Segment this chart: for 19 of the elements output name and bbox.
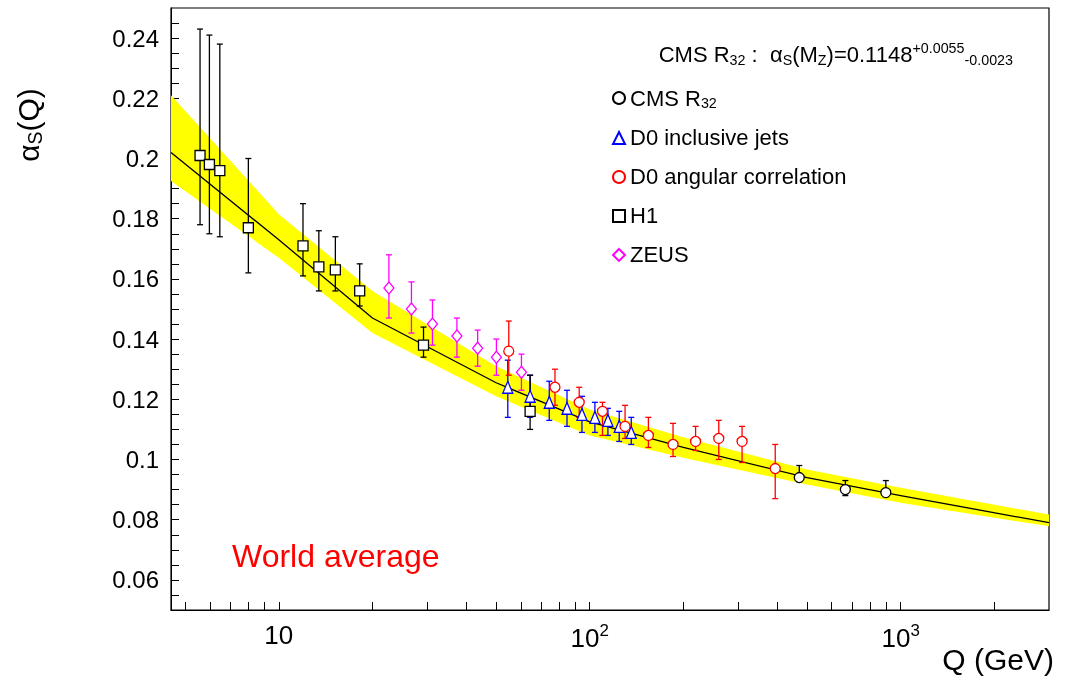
annotation: World average	[232, 538, 440, 574]
y-tick-label: 0.18	[112, 205, 159, 233]
legend-label: CMS R32	[630, 85, 717, 111]
x-axis-title: Q (GeV)	[942, 642, 1055, 676]
y-tick-label: 0.16	[112, 265, 159, 293]
y-tick-label: 0.1	[125, 446, 159, 473]
y-tick-label: 0.22	[112, 84, 159, 112]
y-tick-label: 0.06	[112, 566, 159, 594]
y-tick-label: 0.14	[112, 325, 159, 353]
y-tick-label: 0.12	[112, 385, 159, 413]
legend-label: D0 inclusive jets	[630, 125, 789, 151]
y-tick-label: 0.2	[125, 145, 159, 172]
legend-label: H1	[630, 203, 659, 229]
y-tick-label: 0.24	[112, 24, 159, 52]
y-axis-title: αS(Q)	[11, 88, 46, 162]
legend-label: ZEUS	[630, 242, 689, 268]
legend-label: D0 angular correlation	[630, 164, 847, 190]
y-tick-label: 0.08	[112, 506, 159, 534]
x-tick-label: 10	[264, 620, 294, 650]
